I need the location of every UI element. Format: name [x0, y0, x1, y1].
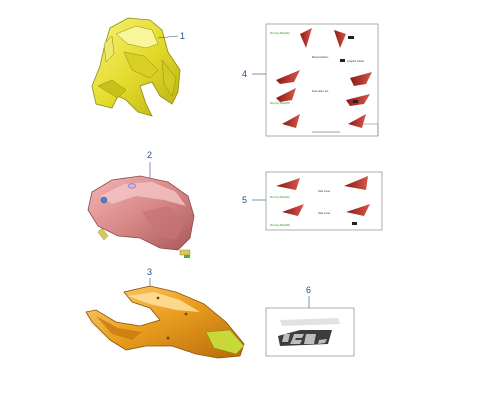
- svg-text:Graphic sticker: Graphic sticker: [347, 59, 364, 63]
- callout-number-1: 1: [180, 31, 185, 41]
- tail-cover-part: [85, 285, 245, 359]
- callout-number-2: 2: [147, 150, 152, 160]
- decal-sheet-medium: Side cover Morning Black(E) Side cover M…: [265, 171, 383, 231]
- front-fairing-part: [91, 17, 181, 117]
- svg-text:Morning Black(B): Morning Black(B): [270, 101, 290, 105]
- emblem-decal: [265, 307, 355, 357]
- callout-number-5: 5: [242, 195, 247, 205]
- svg-text:Side cover: Side cover: [318, 189, 330, 193]
- svg-text:Side cover: Side cover: [318, 211, 330, 215]
- svg-text:Morning Black(E): Morning Black(E): [270, 31, 290, 35]
- svg-text:Fuel tank / set: Fuel tank / set: [312, 89, 329, 93]
- fuel-tank-part: [87, 175, 195, 258]
- svg-text:Metal emblem: Metal emblem: [312, 55, 328, 59]
- callout-number-3: 3: [147, 267, 152, 277]
- callout-number-4: 4: [242, 69, 247, 79]
- callout-leader-1: [157, 35, 179, 39]
- callout-number-6: 6: [306, 285, 311, 295]
- decal-sheet-large: Morning Black(E) Metal emblem Graphic st…: [265, 23, 379, 137]
- svg-text:Morning Black(B): Morning Black(B): [270, 223, 290, 227]
- svg-text:Morning Black(E): Morning Black(E): [270, 195, 290, 199]
